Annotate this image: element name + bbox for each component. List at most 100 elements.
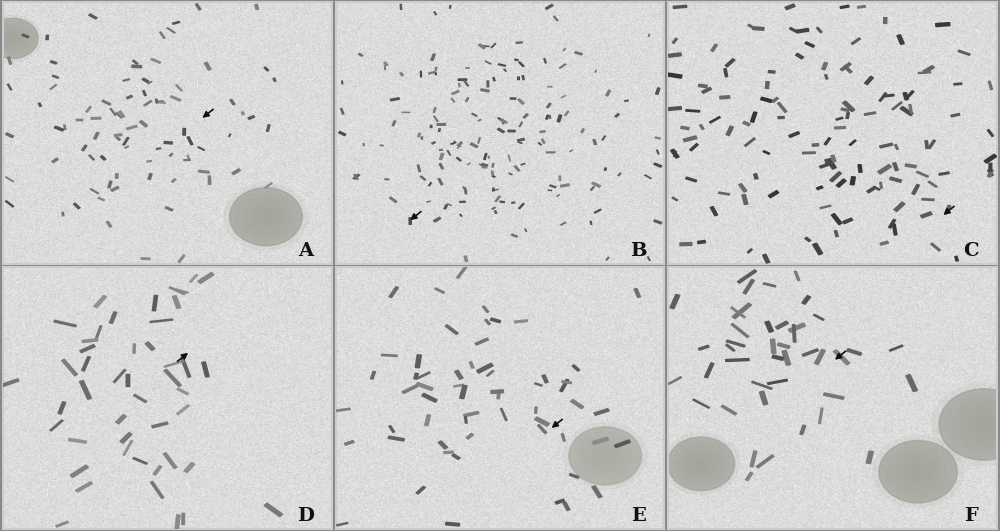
Circle shape	[579, 435, 631, 477]
FancyBboxPatch shape	[106, 221, 112, 228]
FancyBboxPatch shape	[911, 184, 920, 195]
FancyBboxPatch shape	[745, 472, 754, 481]
FancyBboxPatch shape	[725, 344, 736, 352]
FancyBboxPatch shape	[5, 200, 14, 208]
Circle shape	[979, 420, 989, 429]
FancyBboxPatch shape	[633, 288, 641, 298]
FancyBboxPatch shape	[144, 341, 156, 351]
FancyBboxPatch shape	[560, 221, 567, 226]
FancyBboxPatch shape	[950, 113, 960, 117]
FancyBboxPatch shape	[0, 378, 20, 388]
FancyBboxPatch shape	[935, 22, 951, 27]
FancyBboxPatch shape	[465, 67, 470, 69]
FancyBboxPatch shape	[469, 142, 479, 148]
FancyBboxPatch shape	[54, 125, 64, 132]
FancyBboxPatch shape	[443, 450, 454, 454]
FancyBboxPatch shape	[388, 425, 395, 433]
FancyBboxPatch shape	[811, 143, 819, 147]
FancyBboxPatch shape	[491, 175, 496, 178]
FancyBboxPatch shape	[433, 115, 439, 122]
FancyBboxPatch shape	[777, 116, 785, 119]
Circle shape	[262, 213, 270, 220]
FancyBboxPatch shape	[469, 361, 475, 369]
FancyBboxPatch shape	[497, 127, 505, 133]
FancyBboxPatch shape	[50, 60, 58, 65]
FancyBboxPatch shape	[180, 358, 191, 378]
FancyBboxPatch shape	[353, 174, 359, 180]
FancyBboxPatch shape	[76, 118, 83, 122]
FancyBboxPatch shape	[749, 450, 757, 468]
FancyBboxPatch shape	[333, 407, 351, 412]
Circle shape	[234, 191, 298, 242]
FancyBboxPatch shape	[450, 98, 455, 102]
FancyBboxPatch shape	[816, 27, 823, 33]
FancyBboxPatch shape	[388, 286, 399, 298]
FancyBboxPatch shape	[884, 93, 895, 98]
FancyBboxPatch shape	[762, 254, 770, 264]
FancyBboxPatch shape	[762, 150, 771, 155]
FancyBboxPatch shape	[591, 182, 601, 188]
FancyBboxPatch shape	[195, 3, 202, 11]
FancyBboxPatch shape	[492, 77, 496, 82]
Circle shape	[945, 393, 1000, 456]
FancyBboxPatch shape	[724, 58, 736, 67]
FancyBboxPatch shape	[458, 83, 461, 88]
FancyBboxPatch shape	[857, 164, 863, 173]
FancyBboxPatch shape	[449, 5, 452, 9]
FancyBboxPatch shape	[415, 486, 426, 495]
FancyBboxPatch shape	[883, 17, 888, 24]
FancyBboxPatch shape	[358, 53, 364, 57]
FancyBboxPatch shape	[823, 137, 831, 145]
FancyBboxPatch shape	[892, 224, 898, 236]
FancyBboxPatch shape	[589, 220, 593, 225]
Circle shape	[697, 461, 705, 467]
FancyBboxPatch shape	[814, 349, 826, 365]
FancyBboxPatch shape	[819, 161, 834, 169]
FancyBboxPatch shape	[272, 77, 277, 82]
FancyBboxPatch shape	[752, 26, 765, 31]
Circle shape	[872, 435, 964, 508]
FancyBboxPatch shape	[725, 125, 734, 136]
FancyBboxPatch shape	[459, 213, 463, 217]
FancyBboxPatch shape	[152, 465, 163, 476]
FancyBboxPatch shape	[906, 90, 915, 98]
FancyBboxPatch shape	[873, 186, 881, 191]
FancyBboxPatch shape	[517, 138, 525, 142]
FancyBboxPatch shape	[824, 159, 831, 166]
FancyBboxPatch shape	[818, 407, 824, 424]
FancyBboxPatch shape	[477, 137, 481, 144]
FancyBboxPatch shape	[742, 121, 751, 126]
FancyBboxPatch shape	[879, 241, 889, 246]
FancyBboxPatch shape	[617, 173, 622, 176]
FancyBboxPatch shape	[673, 150, 677, 157]
FancyBboxPatch shape	[834, 230, 839, 237]
FancyBboxPatch shape	[514, 58, 519, 62]
FancyBboxPatch shape	[689, 143, 699, 151]
FancyBboxPatch shape	[834, 126, 846, 130]
FancyBboxPatch shape	[463, 187, 467, 194]
FancyBboxPatch shape	[824, 74, 829, 80]
FancyBboxPatch shape	[390, 97, 400, 101]
FancyBboxPatch shape	[380, 144, 384, 147]
FancyBboxPatch shape	[927, 181, 938, 188]
FancyBboxPatch shape	[155, 101, 166, 104]
FancyBboxPatch shape	[614, 113, 620, 118]
FancyBboxPatch shape	[840, 107, 850, 112]
FancyBboxPatch shape	[562, 501, 571, 511]
FancyBboxPatch shape	[614, 439, 631, 448]
FancyBboxPatch shape	[833, 349, 851, 365]
FancyBboxPatch shape	[892, 162, 899, 172]
FancyBboxPatch shape	[799, 424, 806, 435]
FancyBboxPatch shape	[452, 141, 456, 145]
FancyBboxPatch shape	[924, 140, 929, 149]
FancyBboxPatch shape	[88, 155, 95, 161]
FancyBboxPatch shape	[408, 217, 412, 225]
FancyBboxPatch shape	[254, 4, 259, 10]
FancyBboxPatch shape	[777, 101, 788, 113]
FancyBboxPatch shape	[668, 106, 682, 111]
FancyBboxPatch shape	[434, 72, 437, 75]
FancyBboxPatch shape	[816, 185, 824, 191]
FancyBboxPatch shape	[518, 61, 525, 67]
FancyBboxPatch shape	[437, 178, 444, 185]
FancyBboxPatch shape	[433, 217, 442, 222]
